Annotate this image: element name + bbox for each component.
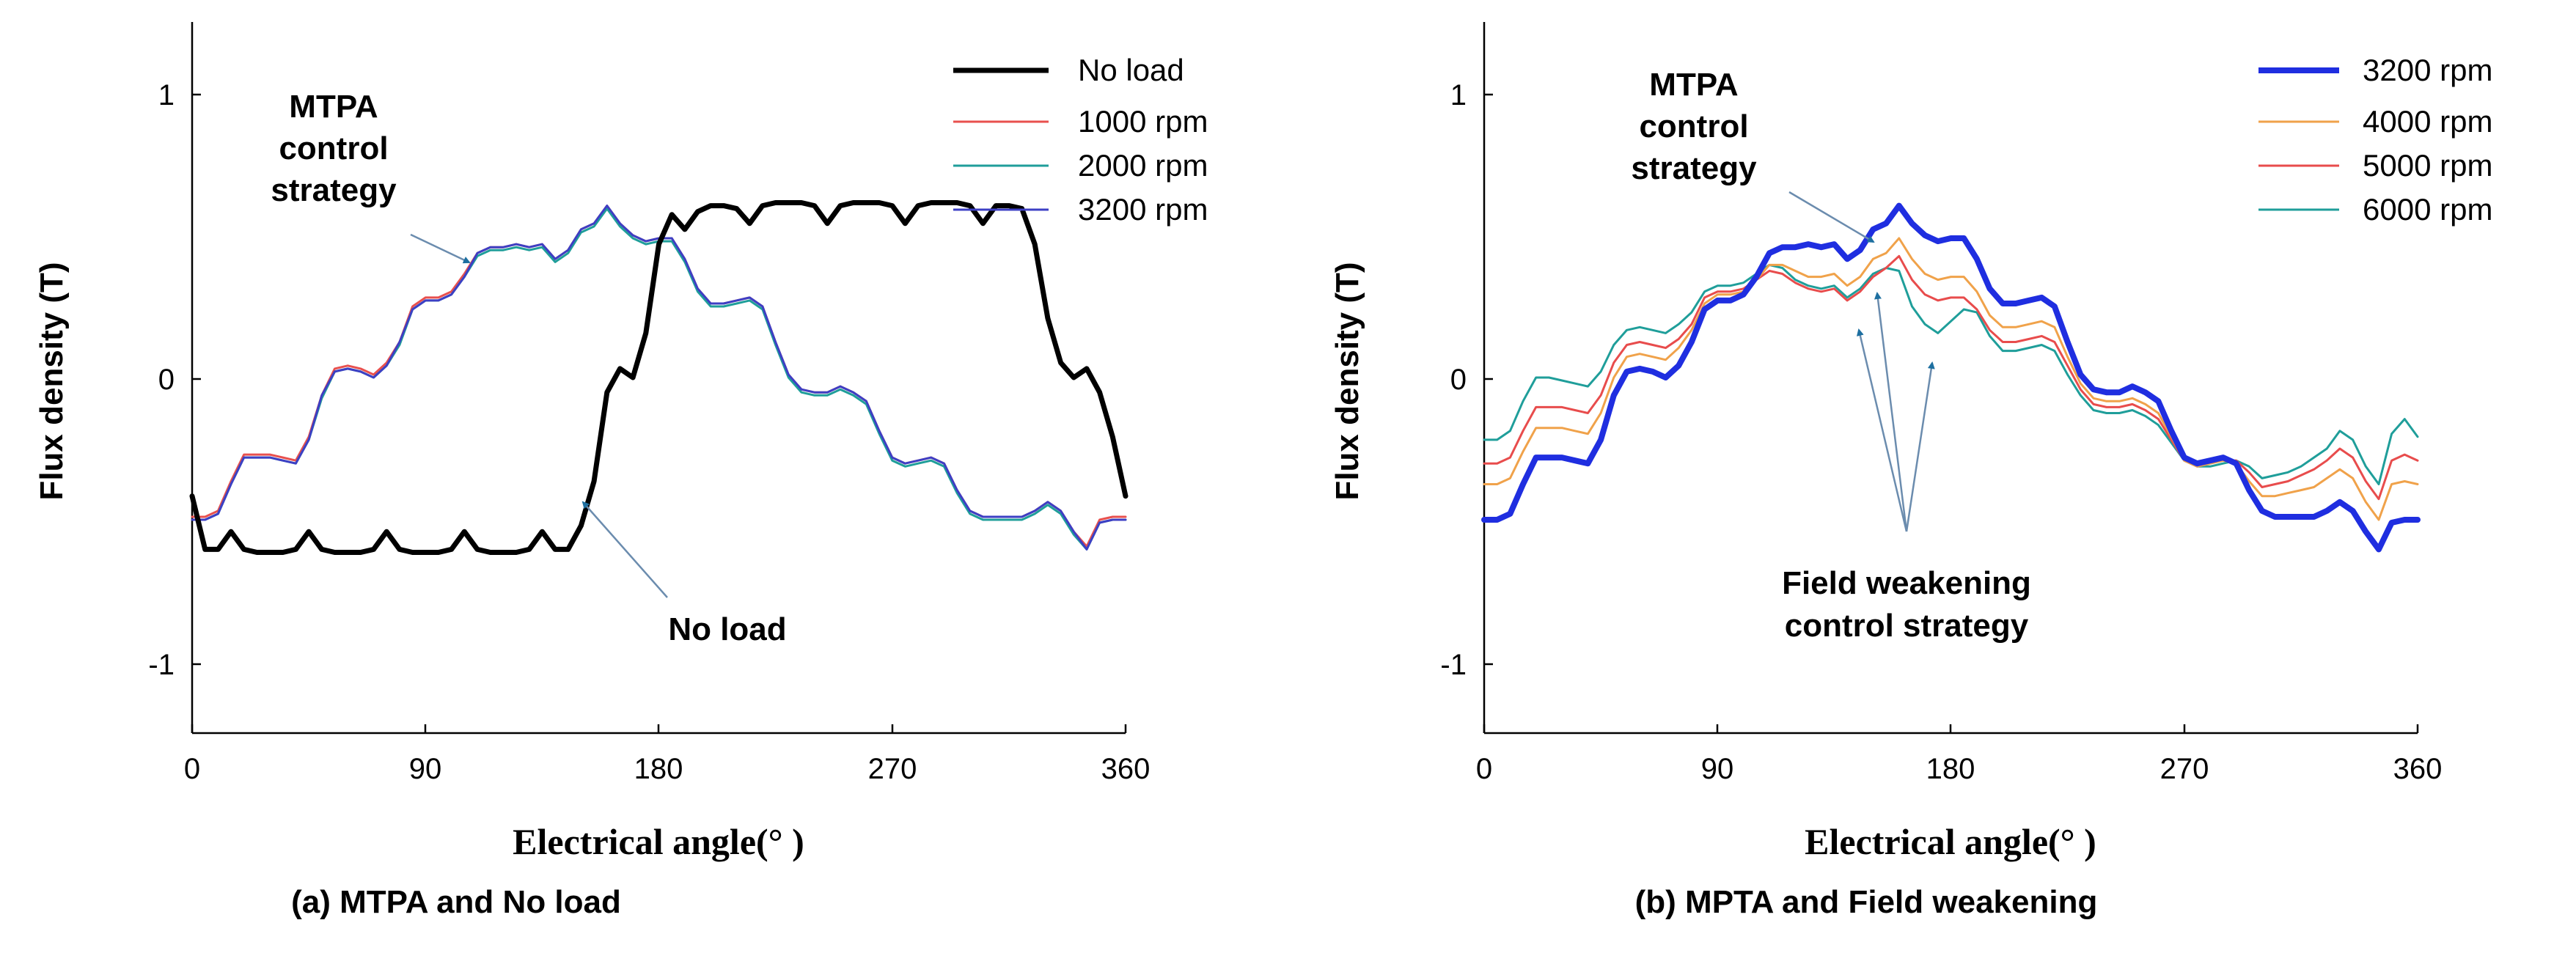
annotation-arrow xyxy=(581,501,668,598)
chart-b: 1 0 -1 0 90 180 270 360 Flux density (T)… xyxy=(1329,22,2492,920)
chart-a-xtick-label: 360 xyxy=(1101,753,1151,785)
chart-b-annotation-field-weakening: Field weakening control strategy xyxy=(1782,292,2031,644)
chart-a-caption: (a) MTPA and No load xyxy=(291,884,621,920)
chart-a-legend-label: 2000 rpm xyxy=(1078,148,1208,183)
chart-a-ytick-label: 1 xyxy=(158,79,175,111)
annotation-line: control xyxy=(279,130,388,166)
series-line-5000-rpm xyxy=(1483,254,2419,501)
chart-b-legend-label: 5000 rpm xyxy=(2363,148,2492,183)
chart-a-x-label: Electrical angle(° ) xyxy=(513,821,804,862)
chart-b-series-lines xyxy=(1481,202,2421,553)
chart-b-legend-label: 3200 rpm xyxy=(2363,53,2492,87)
chart-a-annotation-noload: No load xyxy=(581,501,787,647)
chart-b-x-label: Electrical angle(° ) xyxy=(1805,821,2096,862)
annotation-line: strategy xyxy=(271,172,397,208)
chart-b-caption: (b) MPTA and Field weakening xyxy=(1635,884,2098,920)
chart-b-xtick-label: 180 xyxy=(1926,753,1975,785)
chart-a-ytick-label: 0 xyxy=(158,364,175,396)
annotation-arrow xyxy=(1905,361,1935,532)
chart-a-x-ticks: 0 90 180 270 360 xyxy=(184,724,1151,785)
annotation-line: Field weakening xyxy=(1782,565,2031,601)
annotation-line: strategy xyxy=(1631,150,1757,186)
chart-b-ytick-label: 1 xyxy=(1450,79,1467,111)
chart-a-y-ticks: 1 0 -1 xyxy=(148,79,201,681)
chart-b-x-ticks: 0 90 180 270 360 xyxy=(1476,724,2443,785)
chart-a-legend-label: No load xyxy=(1078,53,1184,87)
annotation-line: MTPA xyxy=(1649,67,1738,103)
annotation-line: control xyxy=(1639,108,1748,144)
annotation-arrow xyxy=(1874,292,1908,532)
annotation-line: No load xyxy=(668,611,786,647)
annotation-line: control strategy xyxy=(1785,608,2029,644)
chart-b-y-ticks: 1 0 -1 xyxy=(1440,79,1493,681)
chart-b-legend-label: 6000 rpm xyxy=(2363,192,2492,227)
chart-b-legend: 3200 rpm 4000 rpm 5000 rpm 6000 rpm xyxy=(2258,53,2492,227)
chart-b-xtick-label: 0 xyxy=(1476,753,1492,785)
chart-a-ytick-label: -1 xyxy=(148,649,175,681)
chart-a-legend-label: 3200 rpm xyxy=(1078,192,1208,227)
annotation-arrow xyxy=(410,233,471,264)
annotation-line: MTPA xyxy=(289,89,378,125)
chart-b-legend-label: 4000 rpm xyxy=(2363,104,2492,139)
chart-a-xtick-label: 90 xyxy=(409,753,442,785)
series-line-no-load xyxy=(189,200,1129,555)
series-line-4000-rpm xyxy=(1483,237,2419,521)
chart-b-annotation-mtpa: MTPA control strategy xyxy=(1631,67,1875,243)
chart-b-ytick-label: -1 xyxy=(1440,649,1467,681)
chart-a-annotation-mtpa: MTPA control strategy xyxy=(271,89,471,264)
annotation-arrow xyxy=(1788,191,1875,243)
series-line-3200-rpm xyxy=(1481,202,2421,553)
chart-a-legend: No load 1000 rpm 2000 rpm 3200 rpm xyxy=(953,53,1208,227)
chart-a-xtick-label: 270 xyxy=(868,753,917,785)
chart-b-ytick-label: 0 xyxy=(1450,364,1467,396)
chart-a-y-label: Flux density (T) xyxy=(34,262,70,500)
chart-b-y-label: Flux density (T) xyxy=(1329,262,1365,500)
annotation-arrow xyxy=(1856,328,1908,532)
chart-a-xtick-label: 0 xyxy=(184,753,200,785)
chart-b-xtick-label: 270 xyxy=(2160,753,2209,785)
chart-b-xtick-label: 360 xyxy=(2393,753,2443,785)
chart-a-series-lines xyxy=(189,200,1129,555)
chart-a-xtick-label: 180 xyxy=(634,753,683,785)
chart-a: 1 0 -1 0 90 180 270 360 Flux density (T)… xyxy=(34,22,1208,920)
chart-b-xtick-label: 90 xyxy=(1701,753,1734,785)
chart-a-legend-label: 1000 rpm xyxy=(1078,104,1208,139)
series-line-6000-rpm xyxy=(1483,263,2419,485)
